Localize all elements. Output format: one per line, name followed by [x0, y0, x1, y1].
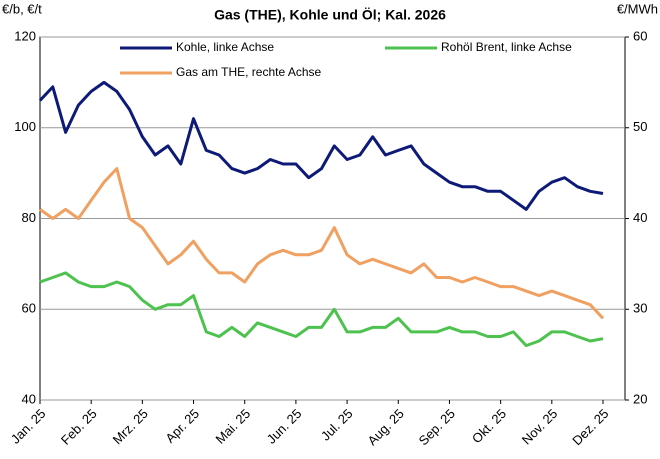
x-tick-label: Jan. 25: [8, 406, 49, 447]
x-tick-label: Mrz. 25: [110, 406, 151, 447]
y-tick-label: 80: [22, 210, 36, 225]
x-tick-label: Dez. 25: [569, 406, 611, 448]
legend-label: Gas am THE, rechte Achse: [176, 65, 321, 79]
line-series: [38, 80, 604, 211]
y2-tick-label: 30: [633, 301, 647, 316]
line-series: [39, 271, 604, 348]
y2-tick-label: 50: [633, 119, 647, 134]
x-tick-label: Jun. 25: [264, 406, 305, 447]
legend-label: Kohle, linke Achse: [176, 40, 274, 54]
x-tick-label: Aug. 25: [365, 406, 407, 448]
y-tick-label: 120: [14, 28, 36, 43]
x-tick-label: Sep. 25: [416, 406, 458, 448]
legend-label: Rohöl Brent, linke Achse: [441, 40, 572, 54]
y-tick-label: 60: [22, 301, 36, 316]
x-tick-label: Nov. 25: [519, 406, 561, 448]
y-axis-label: €/b, €/t: [2, 1, 42, 16]
y2-tick-label: 60: [633, 28, 647, 43]
y2-tick-label: 20: [633, 391, 647, 406]
chart-title: Gas (THE), Kohle und Öl; Kal. 2026: [214, 7, 446, 23]
y2-axis-label: €/MWh: [617, 1, 658, 16]
x-tick-label: Feb. 25: [58, 406, 100, 448]
line-series: [39, 167, 605, 320]
x-tick-label: Apr. 25: [162, 406, 202, 446]
x-tick-label: Okt. 25: [469, 406, 509, 446]
y-tick-label: 100: [14, 119, 36, 134]
x-tick-label: Mai. 25: [213, 406, 254, 447]
y-tick-label: 40: [22, 391, 36, 406]
y2-tick-label: 40: [633, 210, 647, 225]
x-tick-label: Jul. 25: [318, 406, 356, 444]
